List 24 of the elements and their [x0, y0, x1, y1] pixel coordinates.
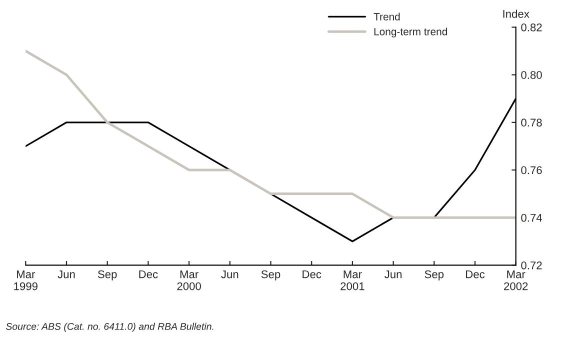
x-tick-label: Mar 2000 [177, 270, 201, 290]
x-tick-label: Jun [58, 270, 75, 278]
y-tick-label: 0.82 [521, 23, 542, 32]
x-tick-label: Dec [466, 270, 485, 278]
legend-label: Long-term trend [374, 28, 447, 38]
x-tick-label: Sep [424, 270, 444, 280]
x-tick-label: Sep [261, 270, 280, 280]
y-tick-label: 0.78 [521, 118, 542, 127]
x-tick-label: Mar 1999 [14, 270, 38, 290]
x-tick-label: Dec [302, 270, 322, 278]
y-axis-title: Index [503, 10, 530, 18]
y-tick-label: 0.72 [521, 261, 542, 270]
line-series [26, 50, 516, 219]
y-tick-label: 0.80 [521, 71, 542, 79]
x-tick-label: Jun [221, 270, 238, 278]
x-tick-label: Sep [98, 270, 117, 280]
legend-label: Trend [374, 12, 400, 20]
y-tick-label: 0.74 [521, 214, 542, 222]
x-tick-label: Mar 2002 [504, 270, 528, 290]
x-tick-label: Jun [384, 270, 402, 278]
source-note: Source: ABS (Cat. no. 6411.0) and RBA Bulletin. [6, 322, 214, 332]
x-tick-label: Dec [139, 270, 158, 278]
y-tick-label: 0.76 [521, 166, 542, 174]
x-tick-label: Mar 2001 [340, 270, 364, 290]
